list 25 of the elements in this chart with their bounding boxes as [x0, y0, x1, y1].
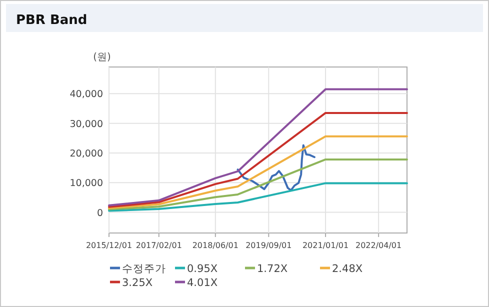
line-series [108, 182, 408, 212]
legend-label: 0.95X [187, 263, 218, 275]
y-tick-label: 40,000 [70, 89, 103, 100]
y-tick-label: 30,000 [70, 118, 103, 130]
legend-label: 수정주가 [122, 263, 166, 275]
x-tick-label: 2022/04/01 [356, 241, 402, 250]
x-tick-label: 2018/06/01 [192, 241, 238, 250]
line-series [108, 158, 408, 210]
legend-label: 1.72X [257, 263, 288, 275]
y-tick-label: 0 [96, 208, 103, 219]
legend-label: 4.01X [187, 277, 218, 289]
legend-label: 2.48X [332, 263, 363, 275]
line-series [108, 135, 408, 210]
legend-label: 3.25X [122, 277, 153, 289]
y-axis-title: (원) [93, 52, 111, 63]
x-tick-label: 2017/02/01 [136, 241, 182, 250]
y-tick-label: 20,000 [70, 148, 103, 160]
line-series [108, 88, 408, 206]
line-series [108, 112, 408, 208]
x-tick-label: 2021/01/01 [302, 241, 349, 250]
x-tick-label: 2019/09/01 [246, 241, 292, 250]
x-tick-label: 2015/12/01 [86, 241, 132, 250]
chart-title: PBR Band [16, 13, 88, 28]
line-series [236, 144, 316, 192]
y-tick-label: 10,000 [70, 178, 103, 190]
